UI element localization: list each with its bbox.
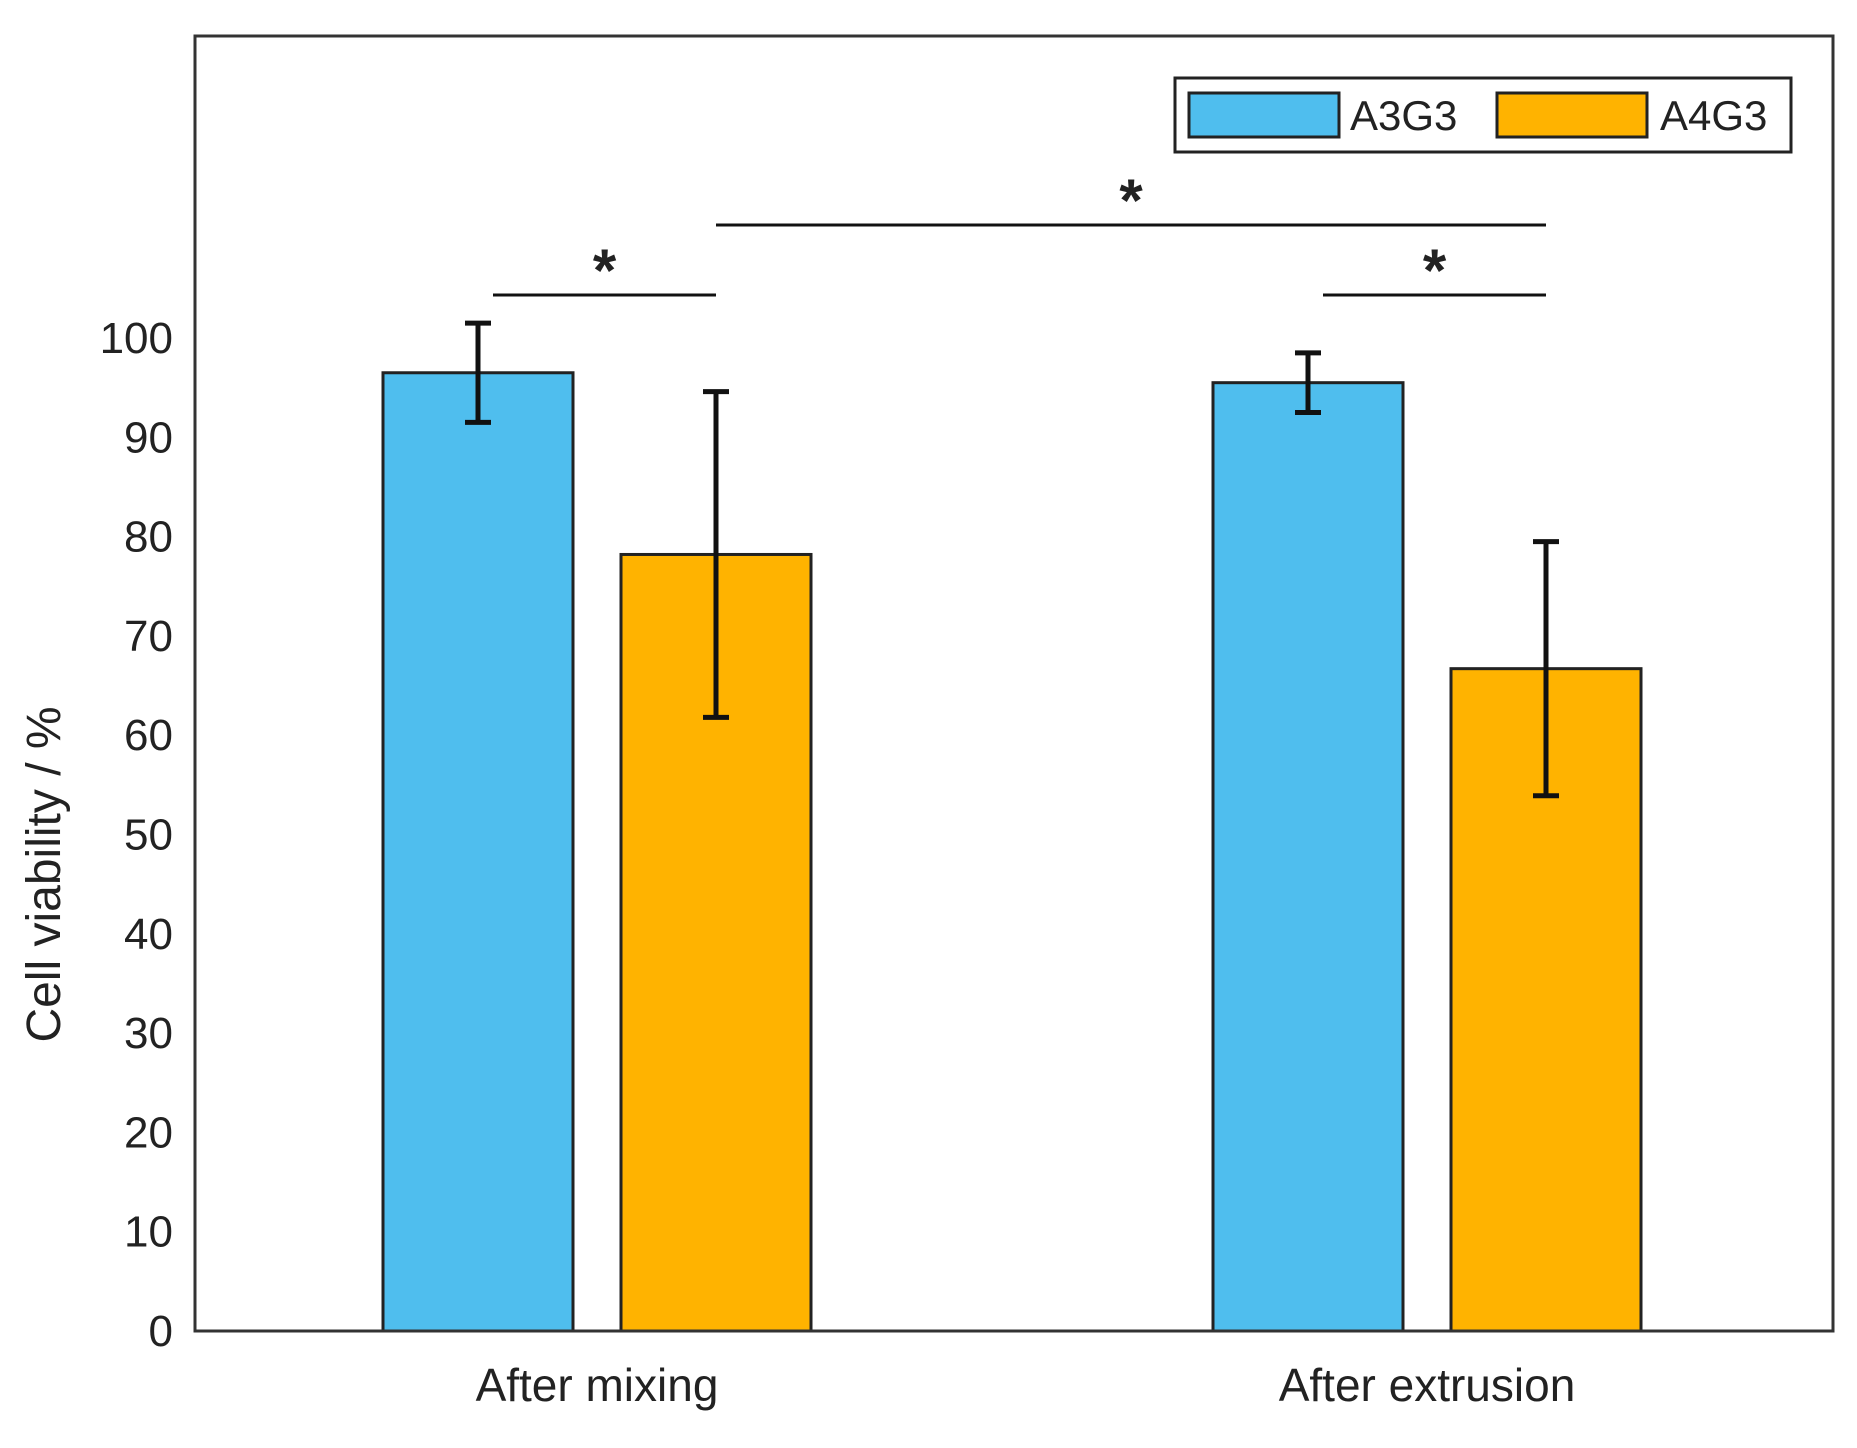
error-bars-layer xyxy=(465,320,1559,799)
error-bar-a3g3-after-extrusion xyxy=(1295,350,1321,415)
significance-bracket: * xyxy=(716,167,1546,234)
y-tick-label: 90 xyxy=(124,413,173,462)
bar-a3g3-after-mixing xyxy=(381,371,575,1333)
legend: A3G3 A4G3 xyxy=(1173,76,1793,154)
y-tick-label: 0 xyxy=(149,1307,173,1356)
error-bar-a4g3-after-mixing xyxy=(703,389,729,720)
x-category-label: After extrusion xyxy=(1279,1359,1576,1411)
x-category-label: After mixing xyxy=(476,1359,719,1411)
significance-star: * xyxy=(1423,237,1447,304)
plot-frame xyxy=(193,34,1835,1333)
y-tick-label: 20 xyxy=(124,1108,173,1157)
legend-label-a3g3: A3G3 xyxy=(1350,92,1457,139)
y-axis-ticks: 0 10 20 30 40 50 60 70 80 90 100 xyxy=(100,314,173,1356)
significance-star: * xyxy=(1119,167,1143,234)
y-axis-title: Cell viability / % xyxy=(18,706,71,1042)
error-bar-a4g3-after-extrusion xyxy=(1533,539,1559,799)
legend-label-a4g3: A4G3 xyxy=(1660,92,1767,139)
y-tick-label: 80 xyxy=(124,513,173,562)
significance-bracket: * xyxy=(1323,237,1546,304)
bar-a3g3-after-extrusion xyxy=(1211,381,1405,1333)
y-tick-label: 100 xyxy=(100,314,173,363)
significance-star: * xyxy=(593,237,617,304)
legend-swatch-a3g3 xyxy=(1187,91,1341,139)
legend-swatch-a4g3 xyxy=(1495,91,1649,139)
significance-bracket: * xyxy=(493,237,716,304)
y-tick-label: 40 xyxy=(124,910,173,959)
x-axis-categories: After mixing After extrusion xyxy=(476,1359,1576,1411)
y-tick-label: 60 xyxy=(124,711,173,760)
y-tick-label: 30 xyxy=(124,1009,173,1058)
y-tick-label: 10 xyxy=(124,1208,173,1257)
y-tick-label: 50 xyxy=(124,811,173,860)
bars-layer xyxy=(381,371,1643,1333)
significance-layer: * * * xyxy=(493,167,1546,304)
error-bar-a3g3-after-mixing xyxy=(465,320,491,425)
y-tick-label: 70 xyxy=(124,612,173,661)
